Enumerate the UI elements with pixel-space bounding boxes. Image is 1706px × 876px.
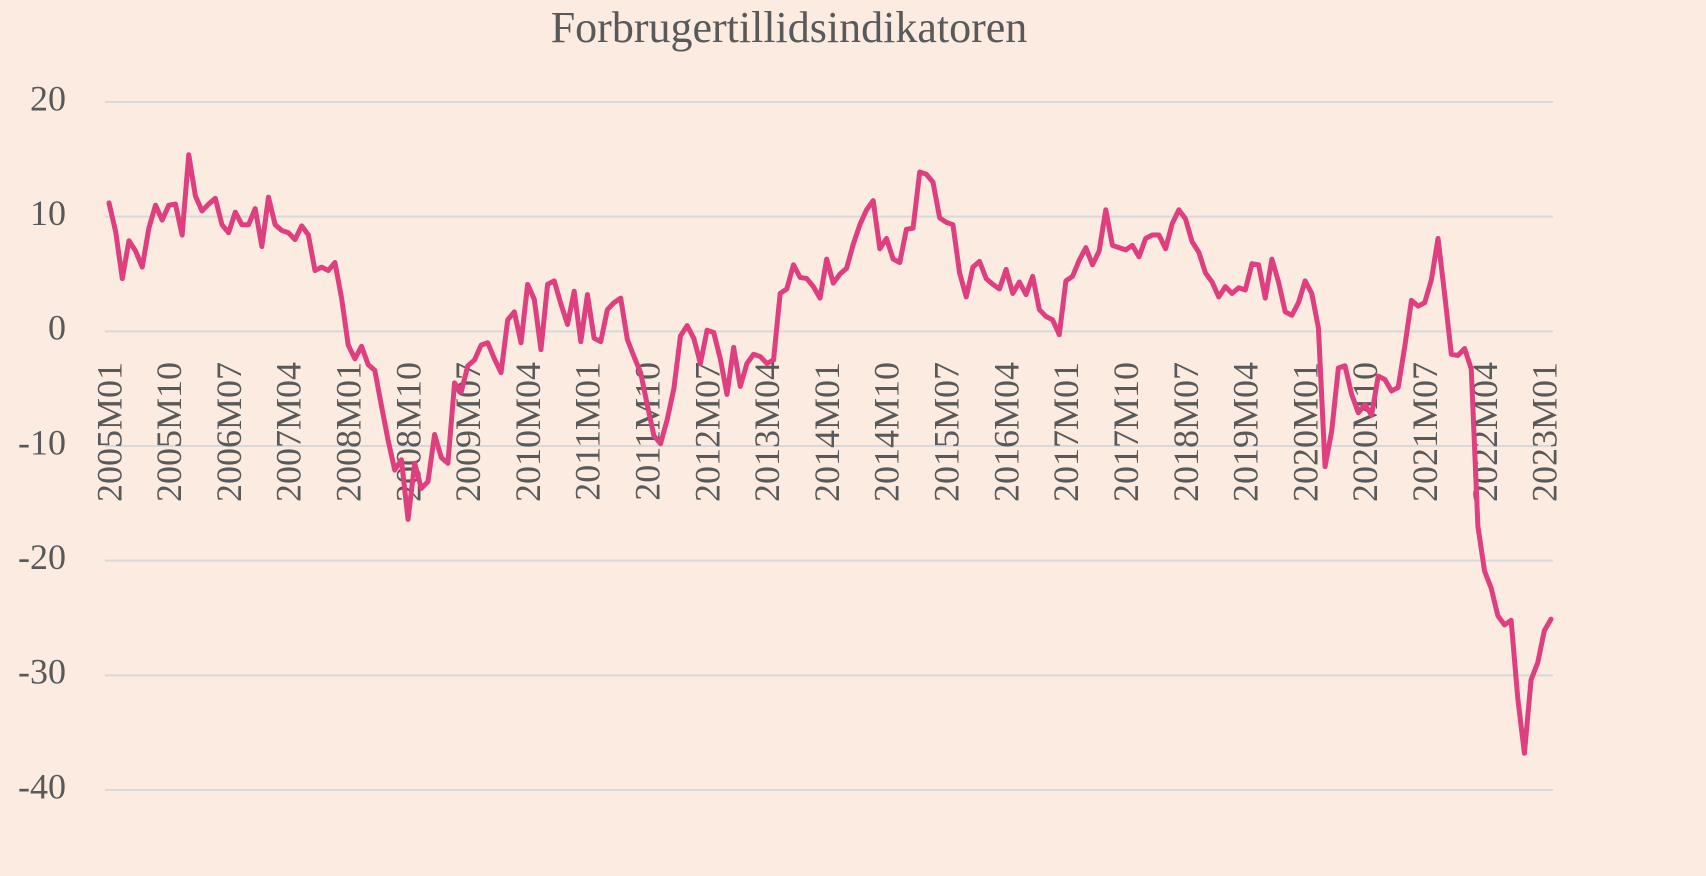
- x-tick-label: 2017M01: [1046, 362, 1086, 502]
- x-tick-label: 2007M04: [269, 362, 309, 502]
- x-tick-label: 2011M01: [568, 362, 608, 501]
- y-tick-label: -20: [18, 537, 66, 577]
- y-tick-label: -30: [18, 652, 66, 692]
- x-tick-label: 2016M04: [986, 362, 1026, 502]
- x-tick-label: 2014M10: [867, 362, 907, 502]
- y-tick-label: 0: [48, 308, 66, 348]
- x-tick-label: 2017M10: [1106, 362, 1146, 502]
- x-tick-label: 2011M10: [628, 362, 668, 501]
- x-tick-label: 2019M04: [1226, 362, 1266, 502]
- data-line: [106, 152, 1554, 756]
- x-tick-label: 2010M04: [508, 362, 548, 502]
- y-tick-label: -40: [18, 766, 66, 806]
- x-tick-label: 2013M04: [747, 362, 787, 502]
- x-tick-label: 2021M07: [1405, 362, 1445, 502]
- x-tick-label: 2008M10: [388, 362, 428, 502]
- x-tick-label: 2018M07: [1166, 362, 1206, 502]
- chart-title: Forbrugertillidsindikatoren: [551, 3, 1028, 52]
- x-tick-label: 2005M01: [89, 362, 129, 502]
- x-tick-label: 2014M01: [807, 362, 847, 502]
- y-tick-label: 10: [30, 193, 66, 233]
- x-tick-label: 2006M07: [209, 362, 249, 502]
- y-tick-label: -10: [18, 422, 66, 462]
- x-tick-label: 2008M01: [328, 362, 368, 502]
- x-tick-label: 2005M10: [149, 362, 189, 502]
- x-tick-label: 2023M01: [1525, 362, 1565, 502]
- y-tick-label: 20: [30, 78, 66, 118]
- x-tick-label: 2015M07: [927, 362, 967, 502]
- x-tick-label: 2012M07: [687, 362, 727, 502]
